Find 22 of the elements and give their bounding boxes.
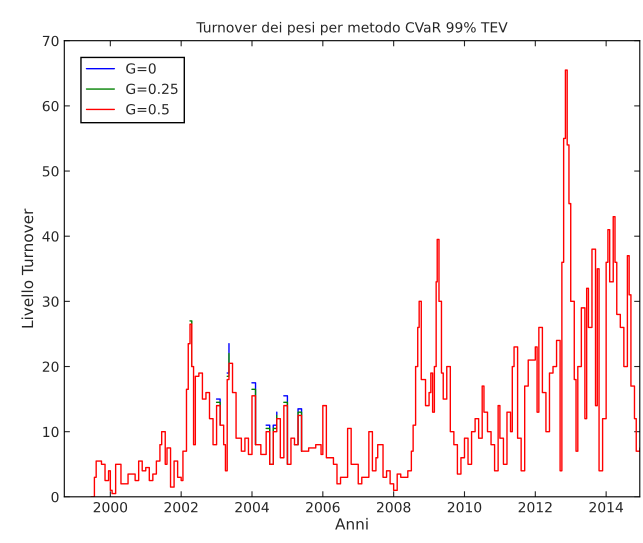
x-tick-label: 2014 [589,502,624,512]
x-tick-label: 2000 [94,502,128,512]
x-tick-label: 2002 [164,502,198,512]
x-tick-label: 2008 [377,502,410,512]
x-axis-title: Anni [335,518,368,530]
y-tick-label: 50 [42,166,59,177]
y-tick-label: 30 [42,296,59,307]
chart-title: Turnover dei pesi per metodo CVaR 99% TEV [196,22,508,36]
legend-label: G=0.25 [126,84,178,94]
y-tick-label: 70 [42,36,59,46]
y-tick-label: 20 [42,361,59,372]
x-tick-label: 2010 [448,502,482,512]
y-axis-title: Livello Turnover [21,208,34,328]
x-tick-label: 2012 [518,502,552,512]
x-tick-label: 2006 [306,502,340,512]
legend-label: G=0 [126,63,156,74]
y-tick-label: 60 [42,100,59,112]
y-tick-label: 10 [43,426,59,438]
legend-label: G=0.5 [126,104,169,114]
y-tick-label: 40 [42,231,59,242]
x-tick-label: 2004 [235,502,269,512]
y-tick-label: 0 [52,492,59,502]
